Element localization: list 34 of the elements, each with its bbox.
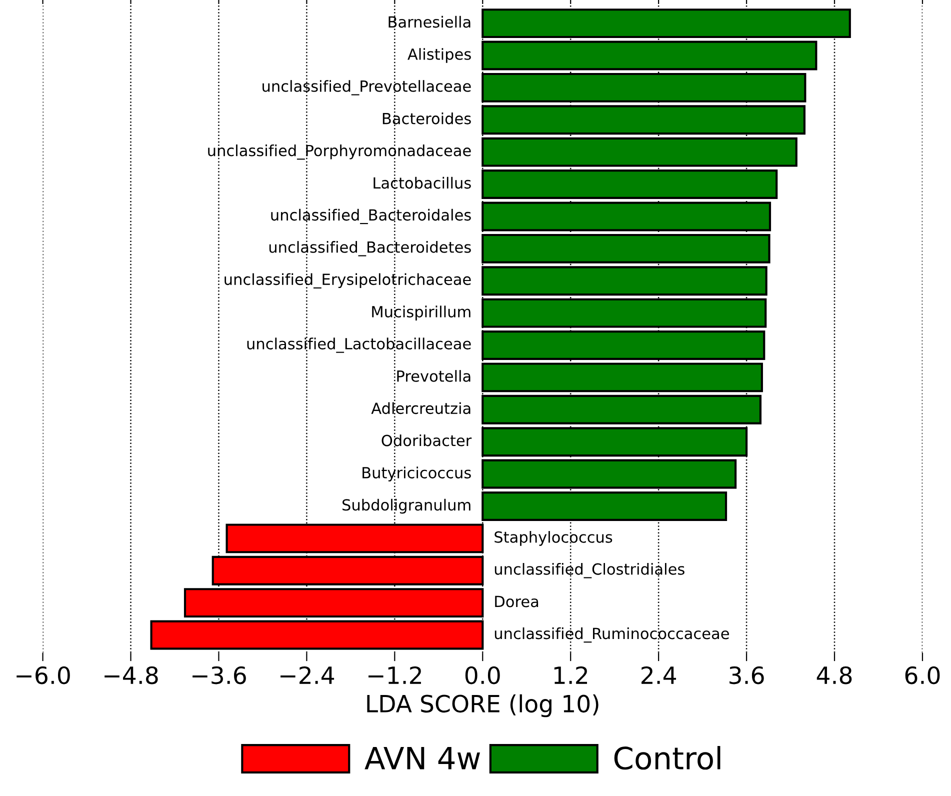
y-tick-label: unclassified_Ruminococcaceae bbox=[494, 627, 729, 643]
y-tick-label: unclassified_Bacteroidales bbox=[271, 208, 471, 224]
x-tick-label: −6.0 bbox=[16, 666, 70, 684]
y-tick-label: Staphylococcus bbox=[494, 531, 612, 546]
x-axis-title: LDA SCORE (log 10) bbox=[367, 694, 598, 718]
y-tick-label: unclassified_Bacteroidetes bbox=[269, 241, 471, 256]
y-tick-label: Odoribacter bbox=[382, 434, 472, 446]
y-tick-label: Barnesiella bbox=[388, 16, 470, 28]
y-tick-label: Dorea bbox=[495, 596, 538, 608]
x-tick-label: 1.2 bbox=[554, 666, 588, 684]
y-tick-label: Bacteroides bbox=[382, 112, 471, 124]
y-tick-label: unclassified_Clostridiales bbox=[494, 563, 684, 578]
y-tick-label: unclassified_Erysipelotrichaceae bbox=[224, 273, 471, 288]
y-tick-label: Mucispirillum bbox=[372, 306, 470, 320]
y-tick-label: unclassified_Porphyromonadaceae bbox=[208, 144, 471, 160]
x-tick-label: −4.8 bbox=[104, 666, 158, 684]
x-tick-label: −1.2 bbox=[368, 666, 421, 684]
x-tick-label: 0.0 bbox=[465, 666, 500, 684]
x-tick-label: 3.6 bbox=[730, 666, 764, 684]
x-tick-label: 6.0 bbox=[905, 666, 940, 684]
legend-label: Control bbox=[614, 746, 720, 770]
y-tick-label: Alistipes bbox=[408, 48, 471, 63]
x-tick-label: 2.4 bbox=[642, 666, 676, 684]
y-tick-label: Prevotella bbox=[397, 370, 470, 382]
y-tick-label: unclassified_Prevotellaceae bbox=[262, 80, 471, 96]
y-tick-label: Subdoligranulum bbox=[342, 498, 470, 514]
y-tick-label: Butyricicoccus bbox=[362, 466, 471, 482]
y-tick-label: unclassified_Lactobacillaceae bbox=[247, 338, 471, 353]
y-tick-label: Lactobacillus bbox=[374, 176, 471, 189]
x-tick-label: −3.6 bbox=[192, 666, 246, 684]
x-tick-label: −2.4 bbox=[280, 666, 334, 684]
legend-label: AVN 4w bbox=[364, 746, 480, 770]
x-tick-label: 4.8 bbox=[816, 666, 852, 684]
y-tick-label: Adlercreutzia bbox=[371, 402, 470, 414]
